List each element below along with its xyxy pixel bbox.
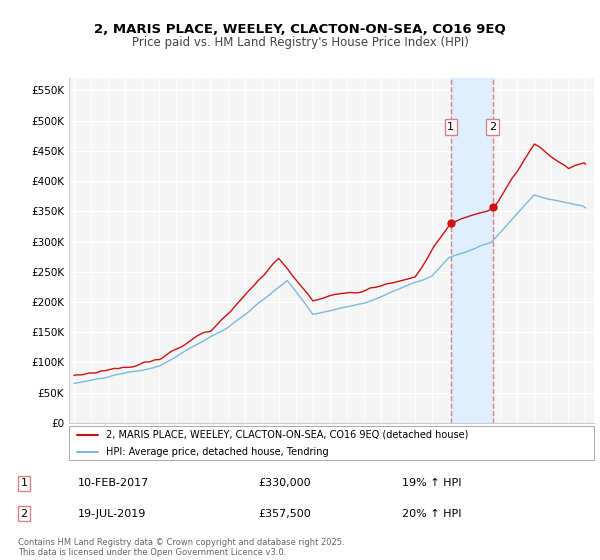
Text: 19-JUL-2019: 19-JUL-2019 [78,508,146,519]
Text: 2, MARIS PLACE, WEELEY, CLACTON-ON-SEA, CO16 9EQ: 2, MARIS PLACE, WEELEY, CLACTON-ON-SEA, … [94,24,506,36]
Text: 2: 2 [489,122,496,132]
Text: 1: 1 [20,478,28,488]
Text: £357,500: £357,500 [258,508,311,519]
Text: £330,000: £330,000 [258,478,311,488]
Text: HPI: Average price, detached house, Tendring: HPI: Average price, detached house, Tend… [106,447,328,456]
Text: Contains HM Land Registry data © Crown copyright and database right 2025.
This d: Contains HM Land Registry data © Crown c… [18,538,344,557]
Text: 2: 2 [20,508,28,519]
Text: 1: 1 [448,122,454,132]
Text: 20% ↑ HPI: 20% ↑ HPI [402,508,461,519]
Text: 2, MARIS PLACE, WEELEY, CLACTON-ON-SEA, CO16 9EQ (detached house): 2, MARIS PLACE, WEELEY, CLACTON-ON-SEA, … [106,430,468,440]
Text: 19% ↑ HPI: 19% ↑ HPI [402,478,461,488]
Text: 10-FEB-2017: 10-FEB-2017 [78,478,149,488]
Text: Price paid vs. HM Land Registry's House Price Index (HPI): Price paid vs. HM Land Registry's House … [131,36,469,49]
Bar [451,78,493,423]
